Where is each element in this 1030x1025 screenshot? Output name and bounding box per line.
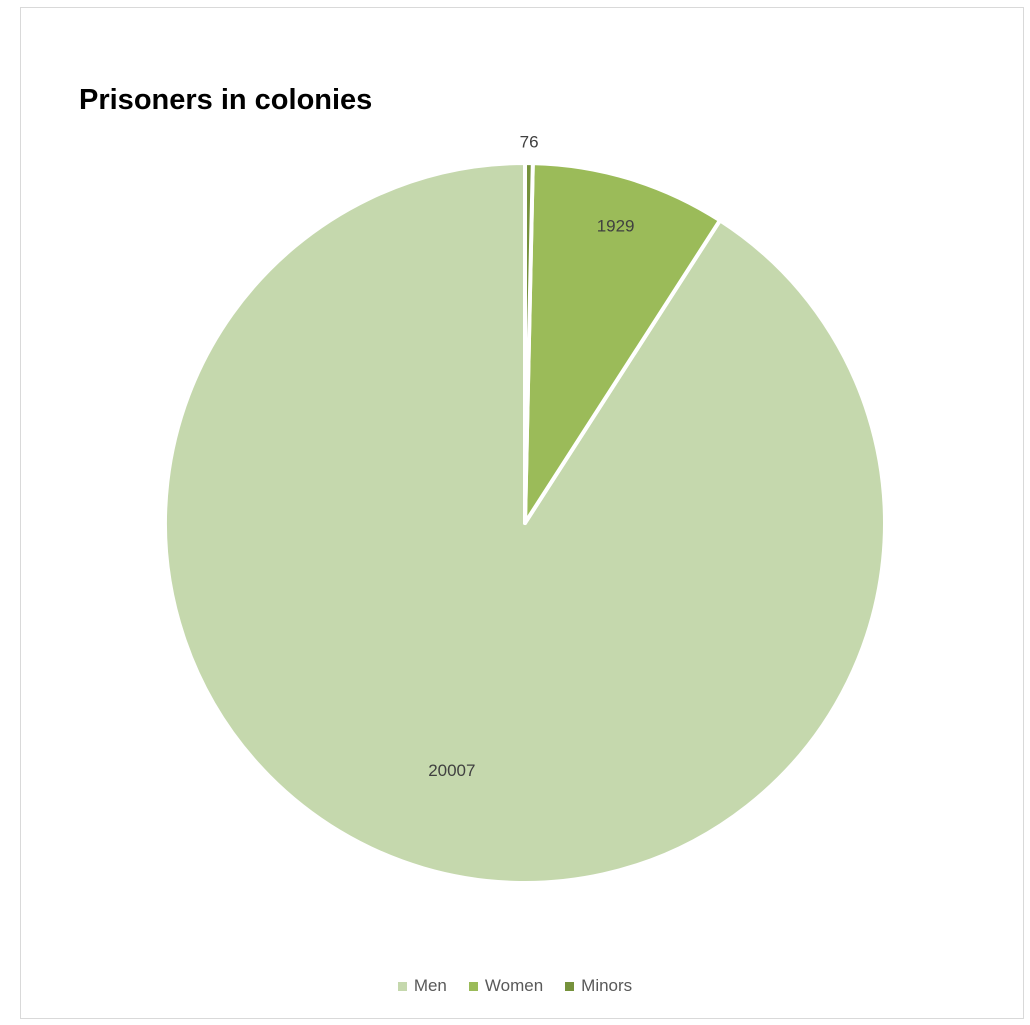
- chart-title: Prisoners in colonies: [79, 84, 373, 116]
- data-label-minors: 76: [520, 133, 539, 152]
- legend-label-women: Women: [484, 976, 544, 995]
- legend-swatch-minors: [565, 981, 575, 991]
- legend-swatch-men: [397, 981, 407, 991]
- legend-swatch-women: [468, 981, 478, 991]
- legend-item-women: Women: [468, 976, 544, 996]
- data-label-women: 1929: [597, 216, 635, 235]
- pie-slices: [163, 161, 887, 885]
- pie-data-labels: 20007 1929 76: [428, 133, 634, 781]
- legend-label-minors: Minors: [581, 976, 633, 995]
- legend-item-men: Men: [397, 976, 447, 996]
- legend-label-men: Men: [413, 976, 447, 995]
- data-label-men: 20007: [428, 761, 475, 780]
- pie-slice-minors: [523, 161, 535, 525]
- chart-legend: Men Women Minors: [0, 976, 1030, 996]
- legend-item-minors: Minors: [565, 976, 632, 996]
- pie-slice-women: [523, 161, 722, 525]
